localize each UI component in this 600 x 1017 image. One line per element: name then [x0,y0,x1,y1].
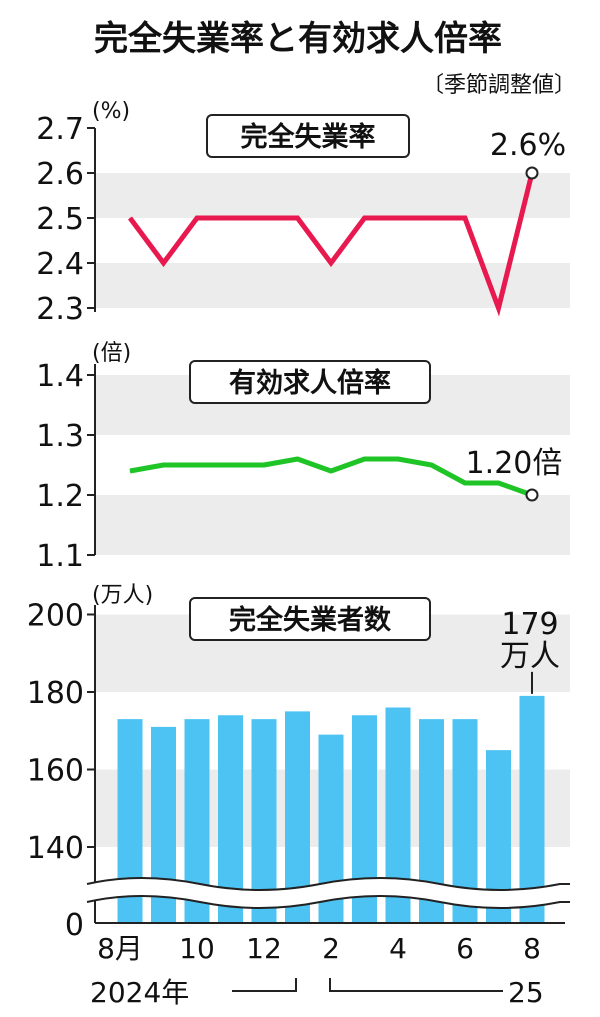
unemployment-data-point [397,217,399,219]
axis-break-line-lower [86,895,570,909]
axis-break-line-upper [86,877,570,891]
ratio-y-tick-label: 1.2 [36,479,84,514]
ratio-data-point [464,482,466,484]
unemployed-panel-title: 完全失業者数 [229,604,392,636]
x-tick-label: 6 [456,932,474,965]
ratio-grid-band [95,495,570,555]
unemployment-panel-title: 完全失業率 [241,121,376,153]
unemployment-data-point [364,217,365,219]
x-tick-label: 8 [523,932,541,965]
unemployment-y-tick-label: 2.7 [36,112,84,147]
ratio-data-point [330,470,332,472]
ratio-data-point [263,464,265,466]
ratio-data-point [297,458,298,460]
ratio-data-point [431,464,432,466]
x-tick-label: 4 [389,932,407,965]
x-tick-label: 8月 [97,932,143,965]
y-tick-label-zero: 0 [65,908,84,943]
unemployed-title-box [189,597,431,641]
unemployed-unit-label: (万人) [92,583,153,608]
ratio-data-point [498,482,499,484]
ratio-latest-marker [525,488,539,502]
unemployed-bar [519,695,545,923]
ratio-y-tick-label: 1.1 [36,539,84,574]
unemployment-y-tick-label: 2.6 [36,157,84,192]
unemployed-count-panel: 140 160 180 200 (万人) 完全失業者数 0 179 万人 [27,583,570,943]
ratio-data-point [230,464,231,466]
seasonally-adjusted-note: 〔季節調整値〕 [422,73,576,98]
year-2025-span-bracket [329,978,503,992]
unemployed-y-tick-label: 140 [27,831,84,866]
unemployment-latest-label: 2.6% [490,128,566,163]
ratio-data-point [163,464,164,466]
ratio-unit-label: (倍) [92,341,131,366]
unemployed-latest-unit: 万人 [500,639,560,674]
unemployment-data-point [163,262,164,264]
job-openings-ratio-panel: 1.1 1.2 1.3 1.4 (倍) 有効求人倍率 1.20倍 [36,341,570,574]
ratio-data-point [364,458,365,460]
unemployment-data-point [431,217,432,219]
x-tick-label: 2 [322,932,340,965]
ratio-y-tick-label: 1.4 [36,359,84,394]
ratio-data-point [397,458,399,460]
year-label-2024: 2024年 [90,976,189,1009]
ratio-title-box [189,360,431,404]
unemployment-title-box [206,114,410,158]
year-labels: 2024年 25 [90,976,544,1009]
unemployment-rate-panel: 2.3 2.4 2.5 2.6 2.7 (%) 完全失業率 2.6% [36,99,570,327]
unemployment-grid-band [95,173,570,218]
unemployed-y-tick-label: 160 [27,754,84,789]
unemployment-data-point [230,217,231,219]
year-2024-span-bracket [232,978,297,992]
ratio-y-tick-label: 1.3 [36,419,84,454]
unemployment-data-point [498,307,499,309]
unemployment-data-point [464,217,466,219]
unemployment-y-tick-label: 2.5 [36,202,84,237]
year-label-2025: 25 [508,976,544,1009]
unemployed-y-tick-label: 180 [27,676,84,711]
unemployment-data-point [263,217,265,219]
unemployment-y-tick-label: 2.4 [36,247,84,282]
ratio-panel-title: 有効求人倍率 [229,367,391,399]
unemployed-latest-value: 179 [501,607,558,642]
unemployment-data-point [129,217,131,219]
ratio-data-point [129,470,131,472]
ratio-data-point [196,464,198,466]
unemployment-data-point [330,262,332,264]
unemployment-latest-marker [525,166,539,180]
x-tick-label: 12 [246,932,282,965]
ratio-latest-label: 1.20倍 [466,446,563,481]
unemployment-data-point [297,217,298,219]
unemployment-unit-label: (%) [92,99,130,124]
unemployment-y-tick-label: 2.3 [36,292,84,327]
unemployment-data-point [196,217,198,219]
x-tick-label: 10 [179,932,215,965]
unemployed-y-tick-label: 200 [27,599,84,634]
x-axis-tick-labels: 8月 10 12 2 4 6 8 [97,932,541,965]
chart-title: 完全失業率と有効求人倍率 [94,19,502,59]
